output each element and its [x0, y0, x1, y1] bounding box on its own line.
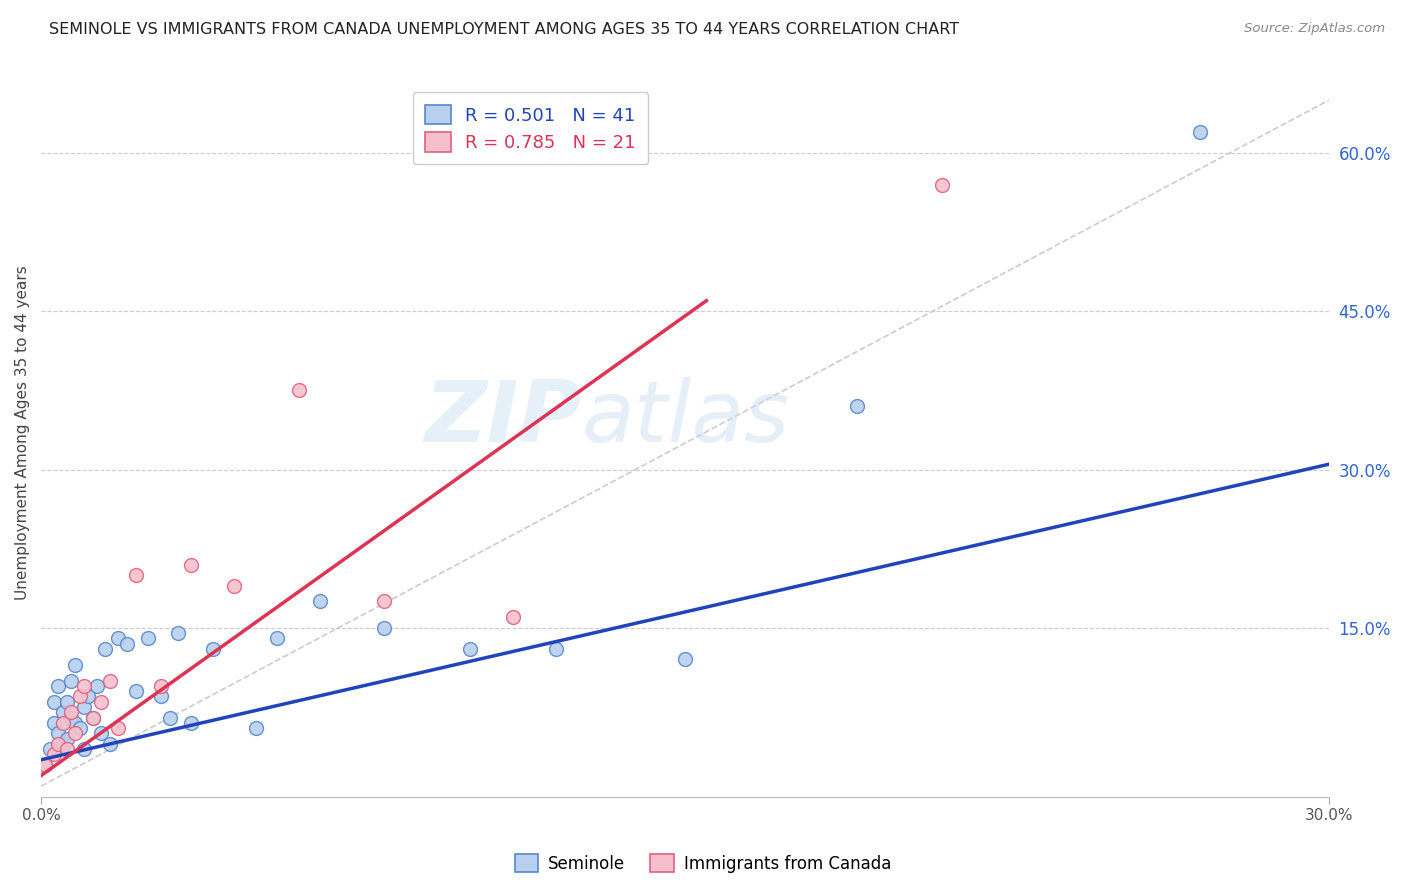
Point: [167, 626, 190, 640]
Point: [42, 747, 65, 762]
Point: [94, 642, 117, 657]
Text: atlas: atlas: [582, 376, 790, 459]
Point: [90, 726, 112, 740]
Point: [46, 679, 69, 693]
Point: [38, 742, 60, 756]
Point: [845, 399, 868, 413]
Point: [60, 705, 83, 719]
Point: [673, 652, 696, 666]
Point: [52, 715, 75, 730]
Point: [180, 715, 202, 730]
Point: [373, 594, 395, 608]
Point: [107, 632, 129, 646]
Point: [69, 690, 91, 704]
Point: [52, 737, 75, 751]
Point: [46, 726, 69, 740]
Point: [42, 695, 65, 709]
Point: [82, 710, 104, 724]
Point: [56, 742, 79, 756]
Point: [150, 690, 173, 704]
Point: [115, 637, 138, 651]
Point: [124, 684, 146, 698]
Point: [107, 721, 129, 735]
Point: [73, 700, 96, 714]
Point: [65, 657, 87, 672]
Point: [69, 721, 91, 735]
Point: [245, 721, 267, 735]
Point: [60, 673, 83, 688]
Point: [98, 737, 121, 751]
Text: ZIP: ZIP: [425, 376, 582, 459]
Point: [287, 384, 309, 398]
Y-axis label: Unemployment Among Ages 35 to 44 years: Unemployment Among Ages 35 to 44 years: [15, 265, 30, 600]
Point: [201, 642, 224, 657]
Point: [180, 558, 202, 572]
Legend: Seminole, Immigrants from Canada: Seminole, Immigrants from Canada: [508, 847, 898, 880]
Point: [138, 632, 160, 646]
Point: [90, 695, 112, 709]
Point: [460, 642, 482, 657]
Legend: R = 0.501   N = 41, R = 0.785   N = 21: R = 0.501 N = 41, R = 0.785 N = 21: [413, 92, 648, 164]
Point: [309, 594, 332, 608]
Point: [52, 705, 75, 719]
Point: [34, 758, 56, 772]
Point: [98, 673, 121, 688]
Point: [65, 726, 87, 740]
Point: [150, 679, 173, 693]
Point: [224, 579, 246, 593]
Point: [1188, 125, 1211, 139]
Point: [34, 758, 56, 772]
Point: [931, 178, 953, 192]
Point: [77, 690, 100, 704]
Text: Source: ZipAtlas.com: Source: ZipAtlas.com: [1244, 22, 1385, 36]
Point: [82, 710, 104, 724]
Point: [86, 679, 108, 693]
Point: [546, 642, 568, 657]
Point: [46, 737, 69, 751]
Point: [42, 715, 65, 730]
Point: [373, 621, 395, 635]
Text: SEMINOLE VS IMMIGRANTS FROM CANADA UNEMPLOYMENT AMONG AGES 35 TO 44 YEARS CORREL: SEMINOLE VS IMMIGRANTS FROM CANADA UNEMP…: [49, 22, 959, 37]
Point: [124, 568, 146, 582]
Point: [73, 679, 96, 693]
Point: [56, 731, 79, 746]
Point: [159, 710, 181, 724]
Point: [65, 715, 87, 730]
Point: [56, 695, 79, 709]
Point: [60, 710, 83, 724]
Point: [73, 742, 96, 756]
Point: [266, 632, 288, 646]
Point: [502, 610, 524, 624]
